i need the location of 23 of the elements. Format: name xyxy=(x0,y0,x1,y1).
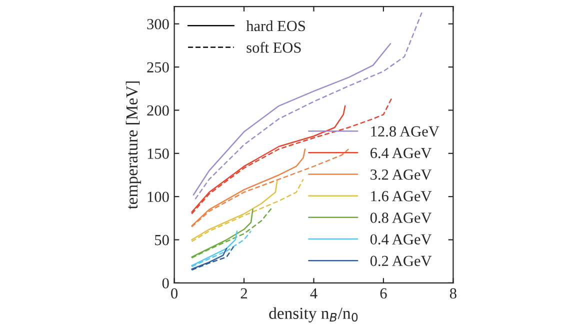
x-tick-label: 6 xyxy=(380,288,387,299)
x-tick-label: 4 xyxy=(310,288,318,298)
x-tick-label: 0 xyxy=(171,288,178,299)
y-tick-label: 50 xyxy=(155,234,169,246)
x-tick-label: 2 xyxy=(240,288,247,298)
annotation: hard EOS xyxy=(246,20,305,32)
y-axis-title: temperature [MeV] xyxy=(126,81,141,210)
x-tick-label: 8 xyxy=(450,288,456,299)
legend-label: 3.2 AGeV xyxy=(370,169,432,180)
legend-label: 1.6 AGeV xyxy=(371,191,432,202)
y-tick-label: 150 xyxy=(148,148,169,159)
y-tick-label: 300 xyxy=(147,18,169,30)
annotation: soft EOS xyxy=(246,42,301,53)
y-tick-label: 100 xyxy=(148,192,169,202)
y-tick-label: 200 xyxy=(147,105,169,116)
legend-label: 0.2 AGeV xyxy=(370,256,432,266)
legend-label: 12.8 AGeV xyxy=(371,126,440,137)
legend-label: 6.4 AGeV xyxy=(370,148,432,158)
legend-label: 0.4 AGeV xyxy=(370,234,432,245)
x-axis-title: density n$_{B}$/n$_{0}$ xyxy=(269,307,358,322)
y-tick-label: 0 xyxy=(162,278,169,288)
y-tick-label: 250 xyxy=(147,62,169,72)
legend-label: 0.8 AGeV xyxy=(370,212,432,223)
